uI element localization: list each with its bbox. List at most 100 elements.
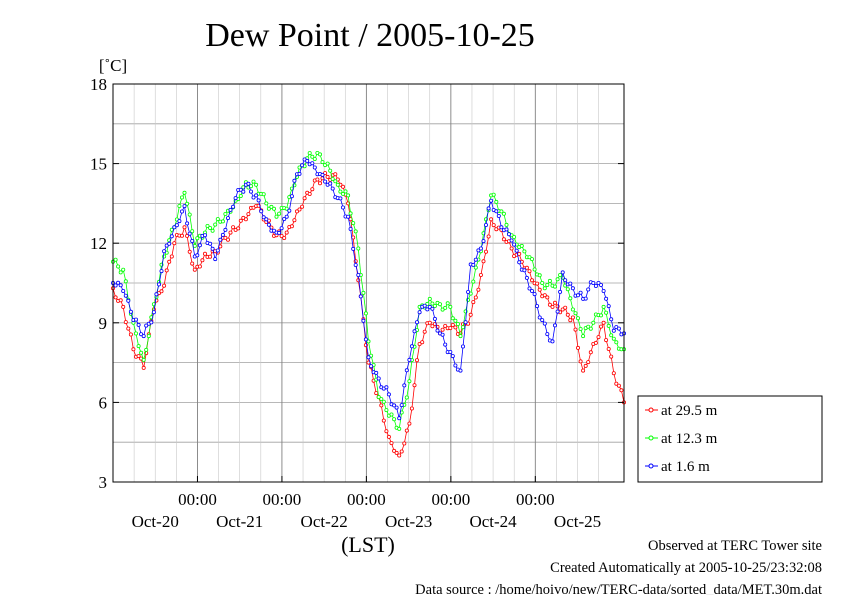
data-point (453, 325, 458, 330)
data-point (146, 334, 151, 339)
data-point (599, 282, 604, 287)
x-axis-label: (LST) (341, 532, 395, 557)
data-point (208, 225, 213, 230)
data-point (305, 158, 310, 163)
data-point (425, 307, 430, 312)
data-point (450, 354, 455, 359)
legend-swatch-marker (648, 407, 654, 413)
data-point (399, 403, 404, 408)
data-point (397, 453, 402, 458)
data-point (455, 322, 460, 327)
data-point (116, 280, 121, 285)
series-line (112, 158, 625, 419)
data-point (223, 235, 228, 240)
data-point (159, 289, 164, 294)
data-point (522, 249, 527, 254)
data-point (389, 441, 394, 446)
data-point (223, 211, 228, 216)
data-point (225, 237, 230, 242)
footer-created: Created Automatically at 2005-10-25/23:3… (550, 560, 822, 576)
data-point (197, 264, 202, 269)
data-point (460, 344, 465, 349)
data-point (530, 257, 535, 262)
x-time-label: 00:00 (178, 490, 217, 509)
data-point (317, 181, 322, 186)
data-point (251, 195, 256, 200)
data-point (162, 283, 167, 288)
data-point (501, 237, 506, 242)
data-point (506, 232, 511, 237)
data-point (412, 329, 417, 334)
data-point (256, 198, 261, 203)
data-point (448, 349, 453, 354)
data-point (220, 219, 225, 224)
data-point (458, 368, 463, 373)
data-point (504, 222, 509, 227)
data-point (333, 179, 338, 184)
data-point (611, 336, 616, 341)
data-point (353, 229, 358, 234)
data-point (392, 448, 397, 453)
data-point (432, 316, 437, 321)
data-point (185, 233, 190, 238)
data-point (187, 231, 192, 236)
data-point (542, 321, 547, 326)
data-point (453, 318, 458, 323)
data-point (310, 187, 315, 192)
data-point (471, 279, 476, 284)
data-point (136, 354, 141, 359)
data-point (527, 255, 532, 260)
data-point (182, 190, 187, 195)
data-point (297, 171, 302, 176)
data-point (218, 237, 223, 242)
x-day-label: Oct-20 (132, 512, 179, 531)
data-point (486, 234, 491, 239)
data-point (192, 267, 197, 272)
data-point (420, 340, 425, 345)
data-point (440, 327, 445, 332)
data-point (310, 161, 315, 166)
data-point (133, 317, 138, 322)
data-point (414, 358, 419, 363)
data-point (509, 246, 514, 251)
data-point (466, 289, 471, 294)
data-point (427, 296, 432, 301)
data-point (335, 182, 340, 187)
data-point (195, 253, 200, 258)
data-point (532, 267, 537, 272)
data-point (611, 371, 616, 376)
data-point (435, 328, 440, 333)
x-day-label: Oct-24 (469, 512, 517, 531)
data-point (422, 329, 427, 334)
data-point (481, 259, 486, 264)
data-point (353, 262, 358, 267)
data-point (254, 193, 259, 198)
data-point (535, 304, 540, 309)
data-point (361, 318, 366, 323)
data-point (606, 323, 611, 328)
data-point (277, 230, 282, 235)
data-point (443, 305, 448, 310)
data-point (527, 286, 532, 291)
data-point (297, 207, 302, 212)
data-point (264, 201, 269, 206)
data-point (366, 339, 371, 344)
y-axis-ticks: 3 6 9 12 15 18 (90, 75, 624, 492)
data-point (340, 184, 345, 189)
data-point (139, 350, 144, 355)
data-point (131, 347, 136, 352)
data-point (576, 293, 581, 298)
data-point (389, 412, 394, 417)
data-point (489, 217, 494, 222)
series-3 (111, 157, 627, 421)
data-point (542, 293, 547, 298)
data-point (231, 225, 236, 230)
data-point (116, 264, 121, 269)
data-point (407, 357, 412, 362)
data-point (113, 257, 118, 262)
series-lines (111, 150, 627, 458)
data-point (323, 179, 328, 184)
y-axis-unit-label: [˚C] (99, 56, 127, 75)
data-point (553, 300, 558, 305)
